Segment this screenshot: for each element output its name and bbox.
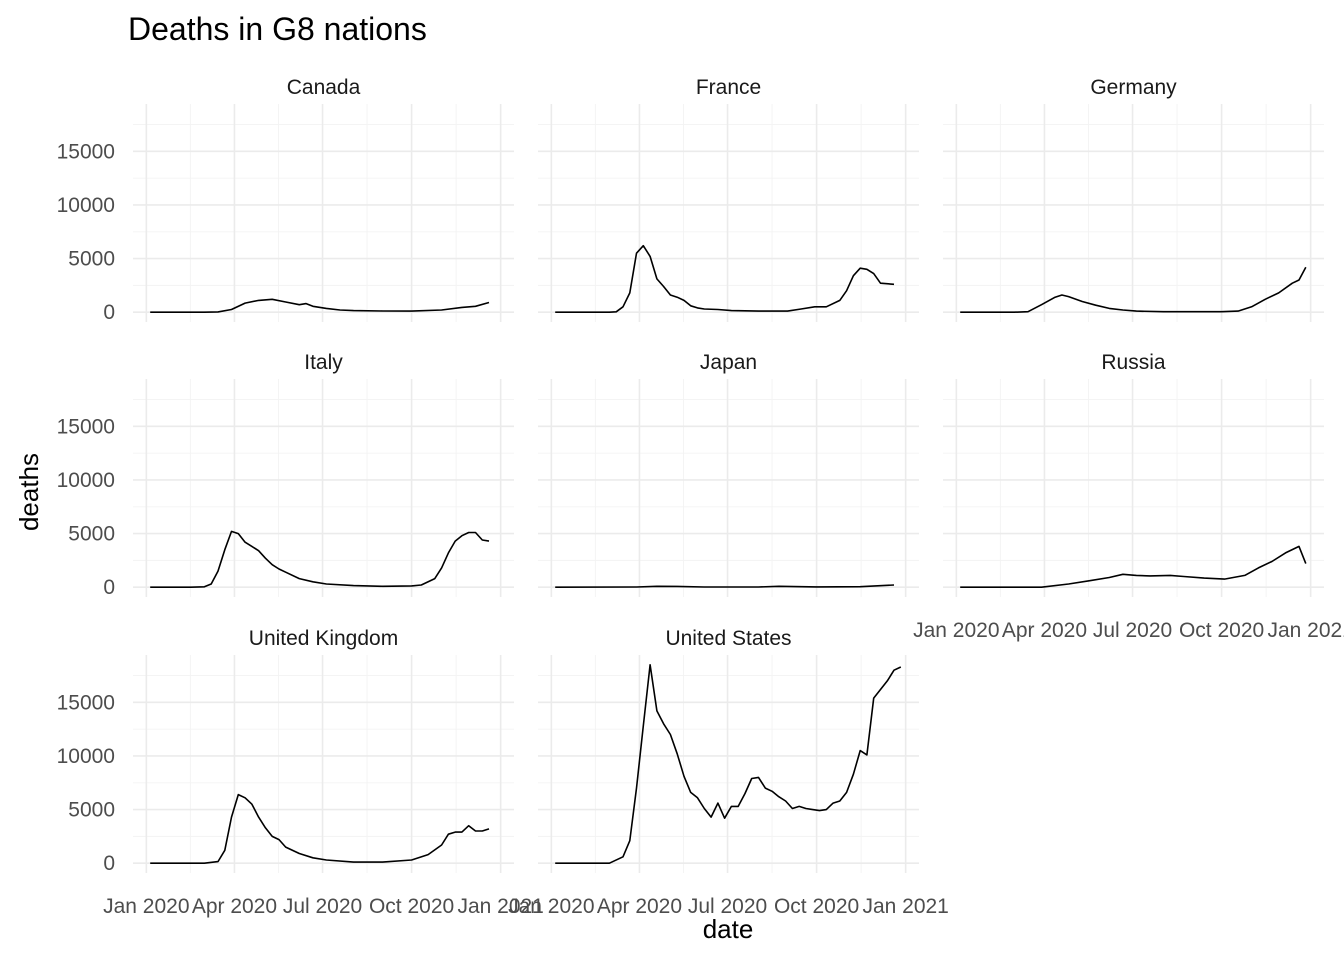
facet-label-france: France [696, 76, 761, 99]
facet-label-united-kingdom: United Kingdom [249, 627, 398, 650]
y-tick-label: 15000 [57, 140, 115, 163]
series-line-germany [960, 266, 1307, 314]
facet-label-russia: Russia [1101, 351, 1166, 374]
x-tick-label: Oct 2020 [1179, 619, 1264, 642]
series-line-japan [555, 584, 895, 589]
series-line-united-states [555, 663, 902, 865]
x-tick-label: Jan 2020 [103, 895, 189, 918]
panel-japan: Japan [538, 351, 919, 597]
x-tick-label: Jul 2020 [688, 895, 767, 918]
panel-italy: Italy 0 5000 10000 15000 [57, 351, 514, 599]
x-tick-label: Jul 2020 [283, 895, 362, 918]
facet-panels: Canada 0 5000 10000 15000 France Germany Italy 0… [57, 76, 1344, 918]
y-tick-label: 10000 [57, 745, 115, 768]
facet-label-united-states: United States [665, 627, 791, 650]
x-tick-label: Oct 2020 [369, 895, 454, 918]
x-tick-label: Jan 2021 [457, 895, 543, 918]
series-line-france [555, 244, 895, 314]
panel-germany: Germany [943, 76, 1324, 322]
y-tick-label: 5000 [68, 248, 115, 271]
x-axis-title: date [703, 914, 754, 944]
y-tick-label: 15000 [57, 691, 115, 714]
y-tick-label: 15000 [57, 415, 115, 438]
series-line-russia [960, 545, 1307, 589]
y-tick-label: 0 [103, 576, 115, 599]
x-tick-label: Apr 2020 [597, 895, 682, 918]
x-tick-label: Jan 2020 [913, 619, 999, 642]
y-tick-label: 0 [103, 852, 115, 875]
x-tick-label: Jan 2021 [862, 895, 948, 918]
x-tick-label: Apr 2020 [192, 895, 277, 918]
y-tick-label: 10000 [57, 194, 115, 217]
panel-russia: Russia Jan 2020 Apr 2020 Jul 2020 Oct 2020 Ja… [913, 351, 1344, 642]
panel-united-kingdom: United Kingdom 0 5000 10000 15000 Jan 2020 Apr… [57, 627, 544, 918]
y-tick-label: 0 [103, 301, 115, 324]
panel-united-states: United States Jan 2020 Apr 2020 Jul 2020 Oct… [508, 627, 949, 918]
facet-label-canada: Canada [287, 76, 361, 99]
y-tick-label: 5000 [68, 523, 115, 546]
panel-france: France [538, 76, 919, 322]
x-tick-label: Oct 2020 [774, 895, 859, 918]
panel-canada: Canada 0 5000 10000 15000 [57, 76, 514, 324]
x-tick-label: Jul 2020 [1093, 619, 1172, 642]
facet-label-japan: Japan [700, 351, 757, 374]
x-tick-label: Jan 2020 [508, 895, 594, 918]
series-line-canada [150, 298, 490, 314]
x-tick-label: Jan 2021 [1267, 619, 1344, 642]
facet-label-germany: Germany [1090, 76, 1177, 99]
x-tick-label: Apr 2020 [1002, 619, 1087, 642]
series-line-united-kingdom [150, 793, 490, 865]
facet-label-italy: Italy [304, 351, 343, 374]
y-tick-label: 10000 [57, 469, 115, 492]
chart-title: Deaths in G8 nations [128, 11, 427, 47]
y-tick-label: 5000 [68, 799, 115, 822]
series-line-italy [150, 530, 490, 589]
y-axis-title: deaths [14, 453, 44, 531]
